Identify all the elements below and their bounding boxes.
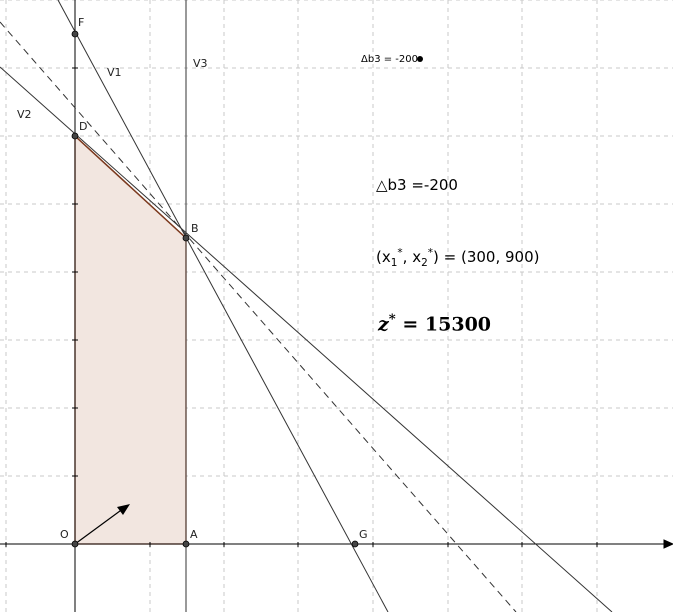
point-a-label: A (190, 528, 198, 541)
solution-sub1: 1 (390, 257, 398, 269)
point-a[interactable]: A (182, 528, 198, 548)
solution-sup1: * (397, 247, 403, 259)
gradient-vector[interactable] (74, 507, 125, 545)
solution-sub2: 2 (421, 257, 428, 269)
point-f[interactable]: F (71, 16, 84, 38)
point-g-label: G (359, 528, 368, 541)
solution-prefix: (x (376, 248, 391, 266)
point-o[interactable]: O (60, 528, 79, 548)
solution-mid: , x (402, 248, 422, 266)
x-axis-arrow-icon (663, 539, 673, 549)
point-b-label: B (191, 222, 199, 235)
solution-sup2: * (427, 247, 434, 259)
z-superscript: * (388, 312, 396, 327)
point-g[interactable]: G (351, 528, 368, 548)
point-d[interactable]: D (71, 120, 87, 140)
label-v1: V1 (107, 66, 122, 79)
point-f-label: F (78, 16, 84, 29)
label-v3: V3 (193, 57, 208, 70)
z-value: = 15300 (395, 313, 492, 336)
objective-line[interactable] (0, 21, 517, 612)
label-v2: V2 (17, 108, 32, 121)
line-v2[interactable] (0, 66, 613, 612)
objective-value-text: z* = 15300 (378, 312, 491, 335)
slider-delta-b3[interactable]: Δb3 = -200 (361, 54, 423, 65)
point-d-label: D (79, 120, 87, 133)
slider-label: Δb3 = -200 (361, 54, 418, 65)
line-v1[interactable] (57, 0, 389, 612)
solution-text: (x1*, x2*) = (300, 900) (376, 247, 540, 269)
line-od (74, 135, 187, 239)
point-b[interactable]: B (182, 222, 199, 242)
solution-suffix: ) = (300, 900) (433, 248, 540, 266)
point-o-label: O (60, 528, 69, 541)
feasible-region[interactable] (74, 134, 187, 545)
z-variable: z (378, 313, 389, 336)
arrowhead-icon (117, 504, 130, 515)
slider-handle[interactable] (417, 56, 423, 62)
delta-b3-text: △b3 =-200 (376, 176, 458, 194)
